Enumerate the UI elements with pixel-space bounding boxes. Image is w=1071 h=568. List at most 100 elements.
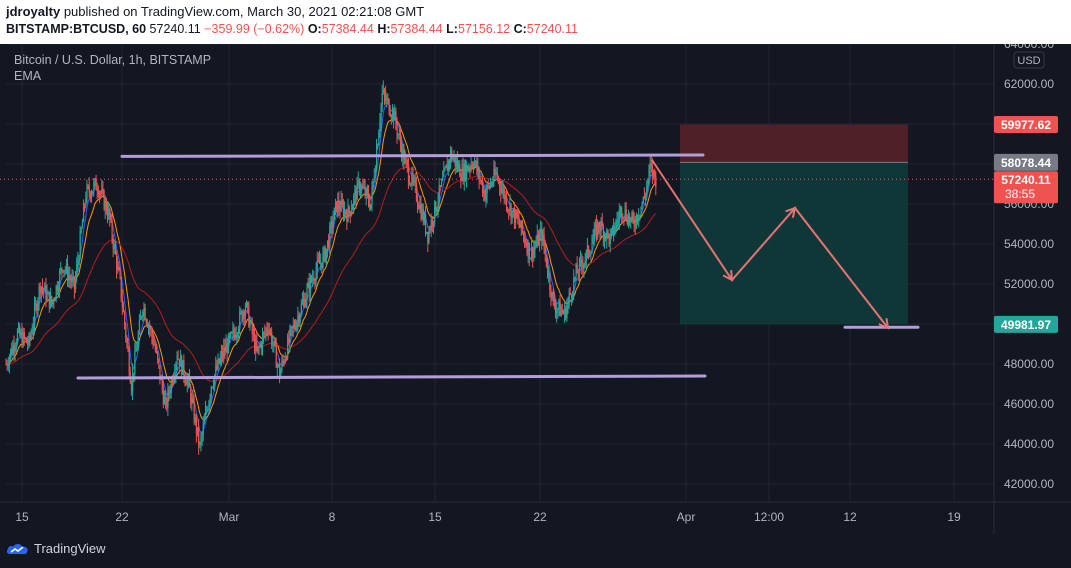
- candle-body[interactable]: [94, 178, 96, 183]
- candle-body[interactable]: [468, 167, 470, 171]
- candle-body[interactable]: [290, 326, 292, 330]
- candle-body[interactable]: [631, 213, 633, 218]
- candle-body[interactable]: [388, 99, 390, 114]
- position-zones[interactable]: [680, 124, 908, 325]
- candle-body[interactable]: [316, 260, 318, 271]
- candle-body[interactable]: [560, 310, 562, 317]
- candle-body[interactable]: [223, 347, 225, 357]
- candle-body[interactable]: [476, 161, 478, 172]
- candle-body[interactable]: [371, 187, 373, 205]
- currency-box[interactable]: [1013, 51, 1045, 69]
- candle-body[interactable]: [45, 284, 47, 301]
- candle-body[interactable]: [436, 208, 438, 212]
- candle-body[interactable]: [109, 208, 111, 220]
- candle-body[interactable]: [358, 180, 361, 191]
- candle-body[interactable]: [241, 311, 243, 320]
- candle-body[interactable]: [96, 189, 98, 191]
- candle-body[interactable]: [479, 179, 481, 181]
- candle-body[interactable]: [193, 401, 195, 422]
- candle-body[interactable]: [572, 294, 574, 298]
- candle-body[interactable]: [329, 225, 331, 248]
- candle-body[interactable]: [349, 211, 351, 216]
- candle-body[interactable]: [266, 328, 268, 331]
- candle-body[interactable]: [534, 246, 536, 249]
- projection-path[interactable]: [651, 159, 889, 329]
- candle-body[interactable]: [486, 184, 488, 194]
- candle-body[interactable]: [167, 389, 169, 408]
- candle-body[interactable]: [558, 300, 560, 309]
- candle-body[interactable]: [495, 172, 497, 175]
- candle-body[interactable]: [536, 234, 538, 244]
- candle-body[interactable]: [459, 164, 461, 177]
- candle-body[interactable]: [406, 161, 408, 166]
- candle-body[interactable]: [453, 156, 455, 159]
- candle-body[interactable]: [458, 164, 460, 169]
- candle-body[interactable]: [338, 200, 340, 209]
- candle-body[interactable]: [614, 229, 616, 235]
- candle-body[interactable]: [34, 305, 36, 325]
- candle-body[interactable]: [601, 221, 603, 227]
- candle-body[interactable]: [531, 247, 533, 259]
- candle-body[interactable]: [529, 258, 532, 260]
- candle-body[interactable]: [208, 401, 210, 410]
- candle-body[interactable]: [446, 164, 448, 171]
- candle-body[interactable]: [607, 230, 609, 235]
- candle-body[interactable]: [500, 186, 502, 193]
- candle-body[interactable]: [340, 200, 342, 212]
- candle-body[interactable]: [554, 306, 557, 313]
- candle-body[interactable]: [632, 213, 634, 221]
- candle-body[interactable]: [195, 417, 198, 434]
- candle-body[interactable]: [647, 179, 649, 187]
- candle-body[interactable]: [596, 224, 598, 237]
- candle-body[interactable]: [445, 164, 447, 168]
- candle-body[interactable]: [574, 276, 576, 279]
- candle-body[interactable]: [268, 330, 271, 332]
- candle-body[interactable]: [189, 375, 191, 388]
- candle-body[interactable]: [578, 259, 581, 275]
- candle-body[interactable]: [227, 335, 229, 354]
- candle-body[interactable]: [429, 229, 431, 231]
- candle-body[interactable]: [148, 325, 150, 327]
- candle-body[interactable]: [590, 252, 592, 255]
- candle-body[interactable]: [623, 217, 625, 219]
- candle-body[interactable]: [212, 385, 215, 387]
- candle-body[interactable]: [564, 308, 566, 314]
- candle-body[interactable]: [419, 204, 421, 210]
- candle-body[interactable]: [490, 183, 492, 188]
- candle-body[interactable]: [298, 315, 300, 322]
- candle-body[interactable]: [415, 183, 418, 200]
- candle-body[interactable]: [610, 229, 613, 235]
- candle-body[interactable]: [242, 311, 244, 320]
- candle-body[interactable]: [380, 104, 382, 122]
- candle-body[interactable]: [224, 347, 226, 352]
- candle-body[interactable]: [218, 358, 220, 364]
- candle-body[interactable]: [511, 210, 513, 219]
- candle-body[interactable]: [146, 322, 149, 327]
- candle-body[interactable]: [552, 292, 554, 300]
- candle-body[interactable]: [100, 192, 102, 194]
- candle-body[interactable]: [206, 410, 208, 412]
- candle-body[interactable]: [10, 349, 12, 357]
- candle-body[interactable]: [211, 386, 214, 388]
- candle-body[interactable]: [466, 165, 468, 179]
- candle-body[interactable]: [513, 208, 516, 223]
- candle-body[interactable]: [177, 358, 179, 360]
- candle-body[interactable]: [185, 381, 187, 386]
- candle-body[interactable]: [257, 346, 259, 351]
- candle-body[interactable]: [496, 172, 499, 179]
- candle-body[interactable]: [545, 254, 548, 267]
- candle-body[interactable]: [324, 247, 326, 262]
- candle-body[interactable]: [214, 374, 216, 386]
- candle-body[interactable]: [173, 377, 175, 383]
- candle-body[interactable]: [57, 288, 60, 292]
- candle-body[interactable]: [102, 189, 104, 191]
- price-chart[interactable]: 64000.0062000.0060000.0058000.0056000.00…: [0, 44, 1071, 534]
- candle-body[interactable]: [127, 342, 129, 352]
- candle-body[interactable]: [288, 337, 290, 343]
- candle-body[interactable]: [207, 409, 209, 411]
- candle-body[interactable]: [370, 204, 372, 209]
- candle-body[interactable]: [648, 168, 650, 180]
- candle-body[interactable]: [524, 236, 526, 244]
- candle-body[interactable]: [520, 221, 522, 228]
- candle-body[interactable]: [170, 379, 172, 393]
